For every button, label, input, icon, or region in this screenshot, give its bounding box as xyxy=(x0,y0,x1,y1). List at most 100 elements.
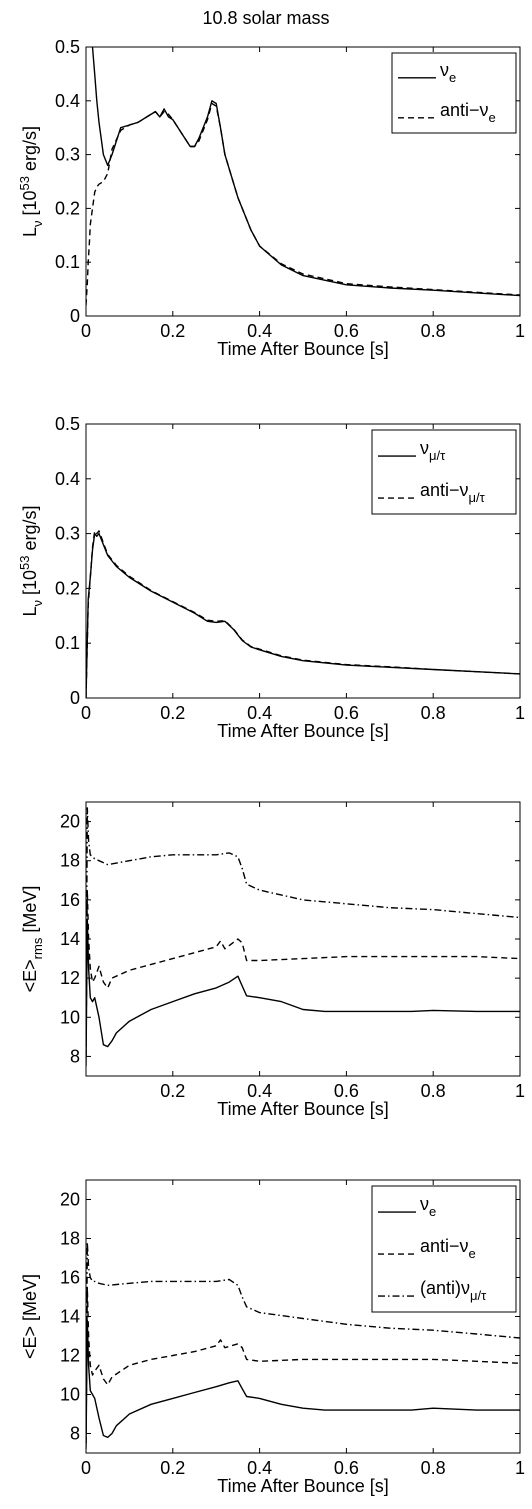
y-tick-label: 8 xyxy=(70,1424,80,1444)
y-tick-label: 14 xyxy=(60,929,80,949)
x-tick-label: 0.2 xyxy=(160,703,185,723)
legend-label-main: anti−ν xyxy=(420,480,469,500)
legend-label-main: (anti)ν xyxy=(420,1278,470,1298)
y-label-main: [MeV] xyxy=(20,886,40,938)
y-label-main: [10 xyxy=(20,570,40,600)
y-tick-label: 0.2 xyxy=(55,198,80,218)
x-tick-label: 0.2 xyxy=(160,1458,185,1478)
legend-label: νμ/τ xyxy=(420,438,446,463)
figure-title: 10.8 solar mass xyxy=(202,8,330,28)
x-tick-label: 1 xyxy=(515,321,525,341)
y-tick-label: 10 xyxy=(60,1007,80,1027)
legend-label-sub: e xyxy=(429,1204,436,1219)
series-line-solid xyxy=(86,918,520,1067)
x-tick-label: 0 xyxy=(81,703,91,723)
x-axis-label: Time After Bounce [s] xyxy=(217,721,388,741)
legend-label-sub: μ/τ xyxy=(470,1288,487,1303)
legend-label-main: ν xyxy=(420,1194,429,1214)
y-axis-label: Lν [1053 erg/s] xyxy=(17,126,45,237)
legend-label: νe xyxy=(440,60,456,85)
x-tick-label: 0.6 xyxy=(334,1081,359,1101)
x-tick-label: 0.6 xyxy=(334,703,359,723)
y-tick-label: 18 xyxy=(60,851,80,871)
x-axis-label: Time After Bounce [s] xyxy=(217,339,388,359)
y-label-sub: ν xyxy=(30,221,45,228)
y-label-sub: ν xyxy=(30,600,45,607)
y-axis-label: Lν [1053 erg/s] xyxy=(17,505,45,616)
x-tick-label: 0.4 xyxy=(247,1081,272,1101)
x-tick-label: 0.8 xyxy=(421,321,446,341)
y-label-main: erg/s] xyxy=(20,126,40,176)
series-line-solid xyxy=(86,532,520,698)
x-tick-label: 0.4 xyxy=(247,1458,272,1478)
x-tick-label: 0.8 xyxy=(421,703,446,723)
y-tick-label: 20 xyxy=(60,812,80,832)
y-label-main: erg/s] xyxy=(20,505,40,555)
y-label-sub: rms xyxy=(30,937,45,959)
x-tick-label: 0.2 xyxy=(160,1081,185,1101)
y-tick-label: 12 xyxy=(60,1346,80,1366)
x-axis-label: Time After Bounce [s] xyxy=(217,1099,388,1119)
series-line-dashdot xyxy=(86,807,520,1057)
legend-label-sub: e xyxy=(489,110,496,125)
y-tick-label: 10 xyxy=(60,1385,80,1405)
y-label-main: L xyxy=(20,607,40,617)
y-tick-label: 12 xyxy=(60,968,80,988)
x-tick-label: 0.4 xyxy=(247,321,272,341)
y-label-sup: 53 xyxy=(17,176,32,190)
y-tick-label: 14 xyxy=(60,1307,80,1327)
y-tick-label: 0 xyxy=(70,688,80,708)
legend-label-sub: e xyxy=(449,70,456,85)
x-tick-label: 0 xyxy=(81,1458,91,1478)
y-tick-label: 0.2 xyxy=(55,578,80,598)
plot-frame xyxy=(85,423,521,699)
y-tick-label: 18 xyxy=(60,1229,80,1249)
x-tick-label: 0.6 xyxy=(334,1458,359,1478)
series-line-solid xyxy=(86,1319,520,1450)
chart-panel-2: 0 0.2 0.4 0.6 0.8 1 0 0.1 0.2 0.3 0.4 0.5 Time After… xyxy=(17,414,525,741)
y-tick-label: 8 xyxy=(70,1046,80,1066)
y-label-main: <E> [MeV] xyxy=(20,1274,40,1359)
y-tick-label: 0.5 xyxy=(55,414,80,434)
y-axis-label: <E> [MeV] xyxy=(20,1274,40,1359)
series-line-dashed xyxy=(86,530,520,698)
x-axis-label: Time After Bounce [s] xyxy=(217,1476,388,1496)
y-tick-label: 0.5 xyxy=(55,37,80,57)
plot-frame xyxy=(85,46,521,317)
legend-box xyxy=(391,52,517,134)
legend-label-sub: e xyxy=(469,1246,476,1261)
y-axis-label: <E>rms [MeV] xyxy=(20,886,45,993)
series-line-dashed xyxy=(86,1286,520,1444)
y-tick-label: 0.1 xyxy=(55,252,80,272)
y-label-main: L xyxy=(20,227,40,237)
y-tick-label: 16 xyxy=(60,1268,80,1288)
legend-label-main: ν xyxy=(440,60,449,80)
series-line-dashed xyxy=(86,102,520,306)
legend-label: νe xyxy=(420,1194,436,1219)
plot-frame xyxy=(85,801,521,1077)
legend-box xyxy=(371,1185,517,1313)
y-label-main: [10 xyxy=(20,190,40,220)
y-tick-label: 0.3 xyxy=(55,145,80,165)
legend-label-main: anti−ν xyxy=(420,1236,469,1256)
y-label-sup: 53 xyxy=(17,556,32,570)
x-tick-label: 1 xyxy=(515,703,525,723)
y-tick-label: 0.4 xyxy=(55,91,80,111)
legend-label-sub: μ/τ xyxy=(469,490,486,505)
y-tick-label: 0.1 xyxy=(55,633,80,653)
legend-label-sub: μ/τ xyxy=(429,448,446,463)
x-tick-label: 0.8 xyxy=(421,1458,446,1478)
y-tick-label: 0.3 xyxy=(55,524,80,544)
legend-label: anti−νe xyxy=(420,1236,476,1261)
legend-label-main: ν xyxy=(420,438,429,458)
legend-label-main: anti−ν xyxy=(440,100,489,120)
legend-label: (anti)νμ/τ xyxy=(420,1278,487,1303)
x-tick-label: 0.2 xyxy=(160,321,185,341)
